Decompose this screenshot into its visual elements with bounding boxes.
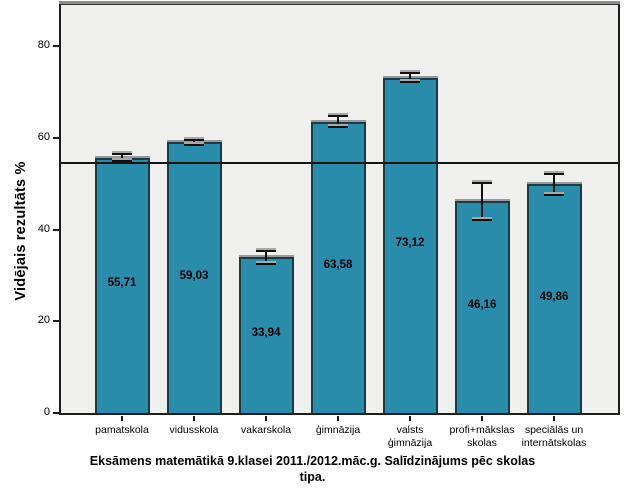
error-bar-cap-bottom bbox=[472, 218, 492, 221]
x-tick-label: speciālās un internātskolas bbox=[492, 424, 616, 449]
bar bbox=[95, 157, 150, 413]
error-bar-stem bbox=[193, 139, 195, 146]
bar bbox=[383, 77, 438, 413]
chart-title: Eksāmens matemātikā 9.klasei 2011./2012.… bbox=[89, 454, 536, 484]
y-axis-tick bbox=[53, 136, 59, 139]
error-bar bbox=[472, 182, 492, 221]
error-bar-cap-bottom bbox=[328, 125, 348, 128]
error-bar-stem bbox=[481, 182, 483, 221]
bar-value-label: 49,86 bbox=[539, 290, 569, 303]
x-axis-tick bbox=[121, 416, 123, 421]
x-tick-label: vakarskola bbox=[204, 424, 328, 437]
y-tick-label: 40 bbox=[37, 222, 50, 235]
error-bar-cap-bottom bbox=[112, 160, 132, 163]
y-tick-label: 80 bbox=[37, 39, 50, 52]
x-axis-tick bbox=[337, 416, 339, 421]
error-bar-cap-bottom bbox=[184, 143, 204, 146]
bars-layer: 55,71 59,03 33,94 63,58 73,12 46,16 49,86 bbox=[61, 5, 618, 413]
y-tick-label: 0 bbox=[43, 406, 50, 418]
x-tick-label-line: ģimnāzija bbox=[315, 424, 361, 436]
bar-value-label: 55,71 bbox=[107, 277, 137, 290]
y-tick-label: 60 bbox=[37, 130, 50, 143]
x-tick-label-line: vakarskola bbox=[240, 424, 292, 436]
error-bar-cap-bottom bbox=[544, 194, 564, 197]
error-bar bbox=[112, 153, 132, 163]
bar-value-label: 73,12 bbox=[395, 237, 425, 250]
plot-area: 55,71 59,03 33,94 63,58 73,12 46,16 49,86 bbox=[59, 4, 620, 415]
error-bar bbox=[184, 139, 204, 146]
x-tick-label-line: valsts bbox=[396, 424, 424, 436]
error-bar bbox=[400, 72, 420, 84]
x-tick-label-line: speciālās un bbox=[524, 424, 584, 436]
bar bbox=[167, 142, 222, 413]
y-axis-tick bbox=[53, 228, 59, 231]
x-tick-label: pamatskola bbox=[60, 424, 184, 437]
reference-line bbox=[61, 162, 618, 165]
x-tick-label: vidusskola bbox=[132, 424, 256, 437]
error-bar-stem bbox=[265, 250, 267, 265]
x-axis-tick bbox=[265, 416, 267, 421]
error-bar-cap-top bbox=[472, 182, 492, 185]
x-tick-label-line: pamatskola bbox=[95, 424, 149, 436]
bar bbox=[455, 201, 510, 413]
x-axis-tick bbox=[409, 416, 411, 421]
y-axis-tick bbox=[53, 45, 59, 48]
error-bar-cap-top bbox=[544, 172, 564, 175]
y-axis-tick bbox=[53, 320, 59, 323]
error-bar-cap-top bbox=[400, 72, 420, 75]
error-bar bbox=[328, 115, 348, 128]
x-tick-label-line: ģimnāzija bbox=[387, 436, 433, 449]
x-tick-label-line: profi+mākslas bbox=[449, 424, 515, 436]
error-bar-cap-bottom bbox=[400, 81, 420, 84]
error-bar-cap-top bbox=[184, 139, 204, 142]
error-bar-stem bbox=[409, 72, 411, 84]
x-axis-tick bbox=[481, 416, 483, 421]
x-tick-label: ģimnāzija bbox=[276, 424, 400, 437]
bar bbox=[311, 121, 366, 413]
error-bar-cap-top bbox=[256, 250, 276, 253]
x-tick-label-line: vidusskola bbox=[169, 424, 219, 436]
x-axis-tick bbox=[193, 416, 195, 421]
x-tick-label-line: skolas bbox=[467, 436, 497, 449]
bar-value-label: 33,94 bbox=[251, 327, 281, 340]
x-tick-label-line: internātskolas bbox=[521, 436, 587, 449]
x-axis-tick bbox=[553, 416, 555, 421]
error-bar-stem bbox=[121, 153, 123, 163]
y-axis-tick bbox=[53, 412, 59, 414]
error-bar-cap-top bbox=[328, 115, 348, 118]
error-bar-cap-bottom bbox=[256, 262, 276, 265]
error-bar bbox=[544, 172, 564, 197]
x-tick-label: profi+mākslas skolas bbox=[420, 424, 544, 449]
bar-value-label: 59,03 bbox=[179, 269, 209, 282]
error-bar-cap-top bbox=[112, 153, 132, 156]
error-bar-stem bbox=[553, 172, 555, 197]
error-bar bbox=[256, 250, 276, 265]
bar-value-label: 46,16 bbox=[467, 299, 497, 312]
x-tick-label: valsts ģimnāzija bbox=[348, 424, 472, 449]
y-tick-label: 20 bbox=[37, 314, 50, 327]
bar-value-label: 63,58 bbox=[323, 259, 353, 272]
bar bbox=[239, 257, 294, 413]
error-bar-stem bbox=[337, 115, 339, 128]
